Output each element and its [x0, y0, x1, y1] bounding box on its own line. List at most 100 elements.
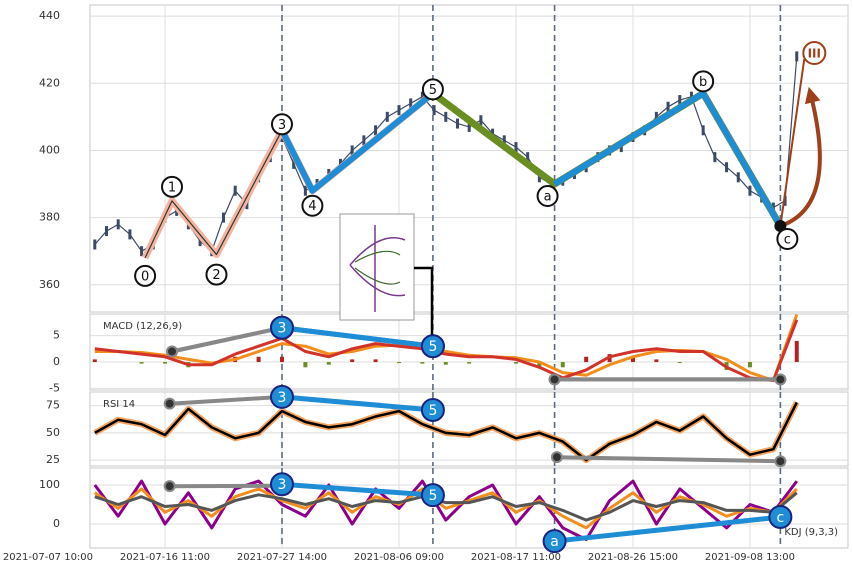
divergence-point: [550, 451, 563, 464]
wave-point: [421, 78, 444, 101]
wave-label: 5: [428, 488, 437, 504]
wave-point: [161, 175, 184, 198]
divergence-point: [774, 373, 787, 386]
price-bar: [397, 105, 401, 116]
trend-line: [554, 514, 781, 544]
histogram-bar: [513, 362, 518, 364]
y-tick-label: 50: [46, 426, 60, 439]
histogram-bar: [326, 362, 331, 365]
y-tick-label: 380: [39, 211, 60, 224]
x-tick-label: 2021-07-16 11:00: [120, 552, 210, 563]
series-line: [94, 491, 798, 522]
price-bar: [666, 101, 670, 112]
histogram-bar: [139, 362, 144, 364]
y-tick-label: 0: [53, 355, 60, 368]
wave-point: [776, 228, 799, 251]
divergence-point: [548, 373, 561, 386]
projection-line: [779, 58, 806, 227]
wave-label: 4: [308, 199, 316, 214]
target-point: [802, 41, 827, 66]
wave-label: 3: [278, 477, 287, 493]
price-bar: [420, 91, 424, 102]
y-tick-label: 5: [53, 329, 60, 342]
wave-label: 0: [141, 269, 149, 284]
wave-point: [536, 185, 559, 208]
price-bar: [748, 185, 752, 196]
histogram-bar: [279, 356, 284, 363]
price-bar: [362, 135, 366, 146]
price-bar: [736, 172, 740, 183]
projection-arrow: [779, 86, 822, 228]
histogram-bar: [443, 362, 448, 365]
panel-title: KDJ (9,3,3): [784, 527, 838, 538]
inset-connector: [414, 266, 434, 340]
wave-label: 2: [212, 268, 220, 283]
price-bar: [537, 172, 541, 183]
price-bar: [385, 111, 389, 122]
wave-point: [692, 70, 715, 93]
wave-label: a: [544, 190, 552, 205]
histogram-bar: [560, 362, 565, 368]
divergence-line: [556, 455, 781, 464]
wave-point: [269, 384, 294, 409]
x-tick-label: 2021-07-27 14:00: [237, 552, 327, 563]
wave-label: 5: [428, 339, 437, 355]
price-bar: [455, 118, 459, 129]
y-tick-label: 0: [53, 517, 60, 530]
price-bar: [409, 98, 413, 109]
divergence-point: [163, 397, 176, 410]
trend-line: [281, 325, 434, 349]
trend-line: [281, 481, 434, 498]
y-tick-label: 420: [39, 76, 60, 89]
trend-line: [281, 394, 434, 413]
price-bar: [526, 152, 530, 163]
price-bar: [795, 51, 799, 62]
target-label: III: [808, 47, 821, 61]
histogram-bar: [350, 359, 355, 363]
price-bar: [654, 111, 658, 122]
wave-label: a: [550, 534, 559, 550]
wave-label: c: [784, 233, 791, 248]
price-bar: [93, 239, 97, 250]
wave-point: [269, 315, 294, 340]
series-line: [94, 401, 798, 462]
wave-point: [768, 504, 793, 529]
histogram-bar: [584, 356, 589, 363]
y-tick-label: 400: [39, 143, 60, 156]
wave-label: 1: [168, 180, 176, 195]
x-tick-label: 2021-08-17 11:00: [471, 552, 561, 563]
divergence-point: [166, 345, 179, 358]
divergence-point: [774, 455, 787, 468]
price-bar: [432, 105, 436, 116]
y-tick-label: 360: [39, 278, 60, 291]
panel-title: MACD (12,26,9): [103, 321, 182, 332]
wave-label: 5: [428, 403, 437, 419]
histogram-bar: [747, 362, 752, 368]
price-bar: [104, 226, 108, 237]
price-bar: [678, 95, 682, 106]
y-tick-label: 25: [46, 453, 60, 466]
wave-label: 3: [278, 321, 287, 337]
series-line: [93, 487, 798, 530]
histogram-bar: [654, 359, 659, 363]
wave-point: [205, 263, 228, 286]
x-tick-label: 2021-08-26 15:00: [588, 552, 678, 563]
wave-point: [420, 397, 445, 422]
divergence-line: [171, 325, 283, 354]
price-bar: [374, 125, 378, 136]
histogram-bar: [162, 362, 167, 364]
wave-point: [270, 113, 293, 136]
panel: [89, 4, 849, 313]
wave-point: [420, 483, 445, 508]
wave-point: [542, 529, 567, 554]
price-bar: [479, 115, 483, 126]
wave-label: 3: [278, 390, 287, 406]
wave-label: 3: [278, 118, 286, 133]
histogram-bar: [396, 362, 401, 364]
price-bar: [221, 212, 225, 223]
wave-label: 5: [429, 83, 437, 98]
wave-point: [301, 194, 324, 217]
x-tick-label: 2021-07-07 10:00: [3, 552, 93, 563]
x-tick-label: 2021-08-06 09:00: [354, 552, 444, 563]
